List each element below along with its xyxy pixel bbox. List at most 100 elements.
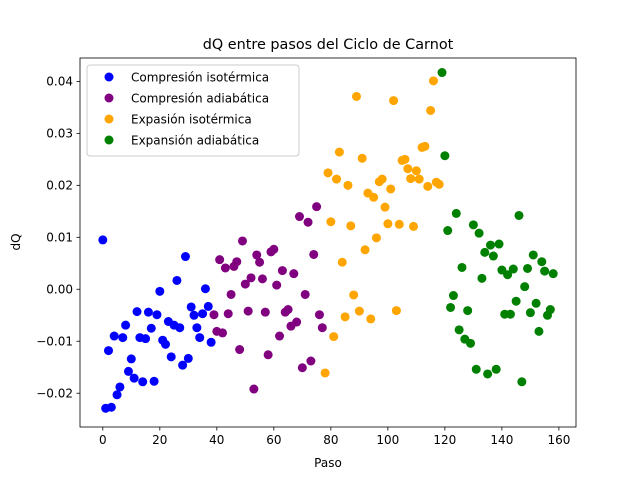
point-s1-22	[272, 280, 282, 290]
point-s3-4	[448, 291, 458, 301]
y-tick-label: 0.00	[46, 283, 73, 297]
point-s0-16	[143, 307, 153, 317]
x-tick-label: 60	[266, 433, 281, 447]
point-s1-31	[297, 363, 307, 373]
point-s3-7	[457, 262, 467, 272]
point-s3-24	[505, 309, 515, 319]
point-s2-5	[334, 147, 344, 157]
point-s2-36	[423, 181, 433, 191]
point-s3-33	[531, 298, 541, 308]
point-s3-29	[520, 282, 530, 292]
legend-label: Expasión isotérmica	[131, 113, 252, 127]
point-s0-5	[112, 390, 122, 400]
point-s2-3	[329, 332, 339, 342]
point-s0-36	[200, 284, 210, 294]
point-s2-17	[369, 192, 379, 202]
plot-frame	[79, 57, 577, 428]
point-s1-23	[275, 331, 285, 341]
point-s2-16	[366, 314, 376, 324]
point-s0-14	[138, 377, 148, 387]
x-axis-label: Paso	[314, 456, 342, 470]
point-s3-23	[503, 270, 513, 280]
point-s1-6	[226, 289, 236, 299]
point-s3-19	[491, 364, 501, 374]
point-s0-4	[109, 331, 119, 341]
point-s2-4	[332, 174, 342, 184]
point-s2-8	[343, 180, 353, 190]
data-points	[98, 68, 558, 413]
point-s2-29	[403, 164, 413, 174]
point-s0-15	[141, 334, 151, 344]
x-tick-label: 0	[99, 433, 107, 447]
point-s2-11	[352, 91, 362, 101]
legend-marker	[104, 93, 114, 103]
point-s0-20	[155, 286, 165, 296]
point-s2-23	[386, 184, 396, 194]
x-tick-label: 100	[376, 433, 399, 447]
point-s0-19	[152, 310, 162, 320]
point-s0-24	[166, 352, 176, 362]
point-s3-20	[494, 239, 504, 249]
point-s0-17	[146, 323, 156, 333]
point-s1-16	[255, 257, 265, 267]
point-s1-5	[223, 309, 233, 319]
point-s3-0	[437, 68, 447, 78]
point-s0-9	[123, 366, 133, 376]
point-s0-12	[132, 307, 142, 317]
point-s0-34	[195, 333, 205, 343]
point-s2-37	[426, 105, 436, 115]
point-s2-22	[383, 219, 393, 229]
point-s1-13	[246, 273, 256, 283]
point-s1-9	[235, 345, 245, 355]
point-s3-2	[443, 226, 453, 236]
point-s3-25	[508, 264, 518, 274]
point-s0-10	[126, 354, 136, 364]
point-s2-35	[420, 141, 430, 151]
point-s0-0	[98, 235, 108, 245]
point-s1-19	[263, 350, 273, 360]
point-s1-3	[218, 328, 228, 338]
x-tick-label: 160	[547, 433, 570, 447]
point-s0-32	[189, 310, 199, 320]
point-s3-35	[537, 257, 547, 267]
point-s2-0	[320, 368, 330, 378]
legend: Compresión isotérmica Compresión adiabáti…	[86, 64, 300, 157]
point-s1-21	[269, 244, 279, 254]
x-tick-label: 20	[152, 433, 167, 447]
legend-label: Expansión adiabática	[131, 134, 259, 148]
point-s1-11	[240, 279, 250, 289]
point-s1-10	[237, 236, 247, 246]
point-s3-26	[511, 296, 521, 306]
point-s2-26	[394, 219, 404, 229]
point-s1-32	[300, 289, 310, 299]
point-s0-22	[161, 339, 171, 349]
point-s2-13	[357, 153, 367, 163]
point-s0-11	[129, 373, 139, 383]
point-s3-16	[483, 369, 493, 379]
point-s2-9	[346, 221, 356, 231]
x-tick-label: 80	[323, 433, 338, 447]
point-s2-30	[406, 174, 416, 184]
point-s3-15	[480, 247, 490, 257]
chart-title: dQ entre pasos del Ciclo de Carnot	[203, 37, 454, 53]
point-s0-26	[172, 275, 182, 285]
point-s0-30	[183, 353, 193, 363]
y-tick-label: 0.01	[46, 231, 73, 245]
point-s0-35	[198, 309, 208, 319]
point-s2-10	[349, 290, 359, 300]
y-tick-label: −0.01	[36, 335, 73, 349]
legend-label: Compresión isotérmica	[131, 71, 269, 85]
point-s1-35	[309, 249, 319, 259]
point-s1-15	[252, 250, 262, 260]
point-s0-6	[115, 382, 125, 392]
point-s3-18	[488, 251, 498, 261]
point-s1-8	[232, 257, 242, 267]
point-s0-29	[180, 252, 190, 262]
point-s1-36	[312, 202, 322, 212]
point-s0-18	[149, 376, 159, 386]
legend-marker	[104, 114, 114, 124]
point-s3-36	[540, 266, 550, 276]
point-s1-24	[277, 266, 287, 276]
point-s3-9	[463, 306, 473, 316]
